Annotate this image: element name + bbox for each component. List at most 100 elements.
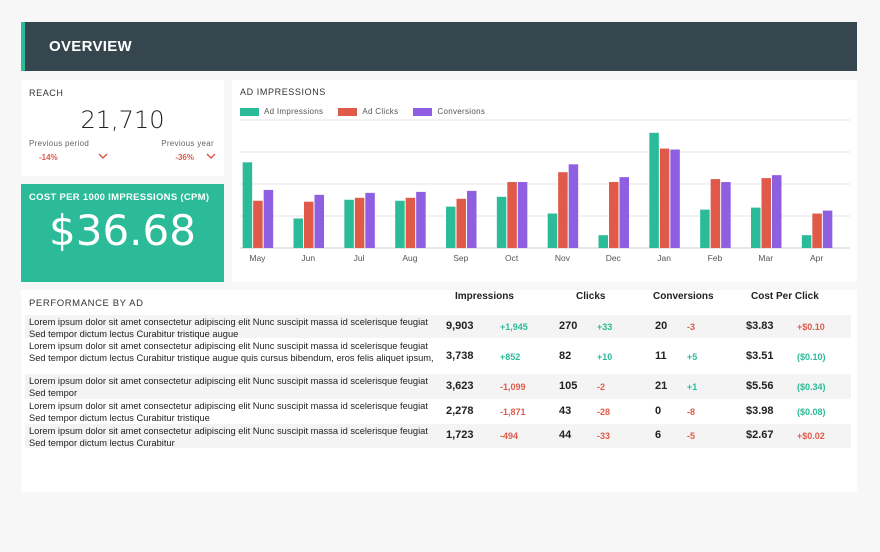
column-header-impressions: Impressions [455, 291, 514, 302]
bar-ad-clicks-may[interactable] [253, 200, 263, 248]
previous-period-value: -14% [39, 153, 58, 162]
bar-conversions-dec[interactable] [619, 177, 630, 248]
bar-conversions-sep[interactable] [467, 190, 477, 248]
impressions-delta: +852 [500, 352, 521, 362]
table-row[interactable]: Lorem ipsum dolor sit amet consectetur a… [25, 424, 851, 448]
bar-ad-impressions-apr[interactable] [801, 235, 812, 248]
cpc-value: $3.98 [746, 405, 774, 417]
clicks-delta: -33 [597, 431, 611, 441]
bar-ad-impressions-aug[interactable] [395, 200, 405, 248]
bar-ad-clicks-jun[interactable] [304, 201, 314, 248]
bar-chart: May Jun Jul Aug Sep Oct Nov Dec Jan Feb Mar Apr [240, 119, 850, 263]
bar-conversions-may[interactable] [263, 189, 274, 248]
clicks-value: 270 [559, 320, 578, 332]
reach-panel: REACH 21,710 Previous period Previous ye… [21, 80, 224, 176]
bar-ad-clicks-feb[interactable] [710, 179, 721, 248]
bar-ad-impressions-mar[interactable] [751, 207, 761, 248]
legend-swatch [338, 107, 358, 116]
reach-title: REACH [29, 88, 64, 98]
legend-label: Ad Clicks [362, 107, 399, 116]
impressions-value: 3,623 [446, 380, 474, 392]
overview-header: OVERVIEW [21, 22, 857, 71]
impressions-value: 9,903 [446, 320, 474, 332]
bar-ad-impressions-may[interactable] [242, 162, 253, 248]
bar-conversions-apr[interactable] [822, 210, 833, 248]
legend-swatch [240, 107, 259, 116]
cpm-title: COST PER 1000 IMPRESSIONS (CPM) [29, 192, 210, 203]
conversions-value: 21 [655, 380, 668, 392]
bar-ad-impressions-nov[interactable] [547, 213, 558, 248]
cpc-value: $2.67 [746, 429, 774, 441]
bar-conversions-aug[interactable] [416, 191, 426, 248]
table-row[interactable]: Lorem ipsum dolor sit amet consectetur a… [25, 315, 851, 339]
ad-description: Lorem ipsum dolor sit amet consectetur a… [29, 426, 428, 448]
legend-item-ad-clicks[interactable]: Ad Clicks [338, 107, 398, 116]
bar-ad-clicks-oct[interactable] [507, 182, 517, 248]
conversions-delta: +5 [687, 352, 698, 362]
clicks-delta: +33 [597, 322, 613, 332]
x-tick-label: Nov [555, 253, 571, 263]
bar-conversions-jul[interactable] [365, 192, 375, 248]
table-row[interactable]: Lorem ipsum dolor sit amet consectetur a… [25, 374, 851, 399]
ad-description: Lorem ipsum dolor sit amet consectetur a… [29, 401, 428, 423]
clicks-delta: -28 [597, 407, 611, 417]
column-header-cost-per-click: Cost Per Click [751, 291, 819, 302]
x-tick-label: Aug [402, 253, 417, 263]
cpc-value: $3.83 [746, 320, 774, 332]
clicks-delta: -2 [597, 382, 606, 392]
bar-ad-clicks-apr[interactable] [812, 213, 822, 248]
bar-ad-impressions-oct[interactable] [496, 196, 507, 248]
impressions-value: 2,278 [446, 405, 474, 417]
x-tick-label: Sep [453, 253, 468, 263]
bar-ad-impressions-dec[interactable] [598, 235, 609, 248]
legend-item-conversions[interactable]: Conversions [413, 107, 485, 116]
x-tick-label: Oct [505, 253, 519, 263]
x-tick-label: Jul [354, 253, 365, 263]
legend-item-ad-impressions[interactable]: Ad Impressions [240, 107, 323, 116]
bar-ad-impressions-jan[interactable] [649, 132, 659, 248]
bar-ad-clicks-nov[interactable] [558, 172, 568, 248]
ad-description: Lorem ipsum dolor sit amet consectetur a… [29, 317, 428, 339]
bar-conversions-oct[interactable] [517, 182, 528, 248]
impressions-value: 1,723 [446, 429, 474, 441]
cpc-value: $3.51 [746, 350, 774, 362]
x-tick-label: Feb [708, 253, 723, 263]
cpm-panel: COST PER 1000 IMPRESSIONS (CPM) $36.68 [21, 184, 224, 282]
table-row[interactable]: Lorem ipsum dolor sit amet consectetur a… [25, 399, 851, 424]
bar-ad-impressions-jul[interactable] [344, 199, 354, 248]
bar-conversions-jan[interactable] [670, 149, 680, 248]
table-row[interactable]: Lorem ipsum dolor sit amet consectetur a… [25, 339, 851, 374]
x-tick-label: Dec [606, 253, 622, 263]
bar-ad-clicks-jan[interactable] [659, 148, 670, 248]
legend-label: Ad Impressions [264, 107, 324, 116]
column-header-conversions: Conversions [653, 291, 714, 302]
performance-panel: PERFORMANCE BY AD Impressions Clicks Con… [21, 290, 857, 492]
bar-ad-clicks-jul[interactable] [354, 197, 365, 248]
bar-conversions-feb[interactable] [721, 182, 731, 248]
clicks-value: 43 [559, 405, 572, 417]
previous-year-value: -36% [175, 153, 194, 162]
cpc-delta: +$0.10 [797, 322, 825, 332]
bar-ad-impressions-feb[interactable] [700, 209, 710, 248]
bar-ad-impressions-sep[interactable] [446, 206, 456, 248]
legend-swatch [413, 107, 433, 116]
impressions-value: 3,738 [446, 350, 474, 362]
bar-conversions-nov[interactable] [568, 164, 579, 248]
x-tick-label: Jan [657, 253, 671, 263]
previous-year-label: Previous year [161, 139, 214, 148]
chevron-down-icon [206, 153, 216, 160]
bar-ad-clicks-sep[interactable] [456, 198, 467, 248]
bar-ad-clicks-mar[interactable] [761, 178, 772, 248]
cpm-value: $36.68 [49, 206, 196, 255]
bar-conversions-mar[interactable] [772, 175, 782, 248]
ad-impressions-chart-panel: AD IMPRESSIONS Ad Impressions Ad Clicks … [232, 80, 857, 282]
cpc-delta: ($0.08) [797, 407, 826, 417]
conversions-value: 6 [655, 429, 662, 441]
bar-ad-clicks-dec[interactable] [609, 182, 619, 248]
conversions-delta: -8 [687, 407, 696, 417]
conversions-value: 0 [655, 405, 662, 417]
bar-conversions-jun[interactable] [314, 194, 325, 248]
bar-ad-impressions-jun[interactable] [293, 218, 304, 248]
clicks-value: 44 [559, 429, 572, 441]
bar-ad-clicks-aug[interactable] [405, 197, 416, 248]
